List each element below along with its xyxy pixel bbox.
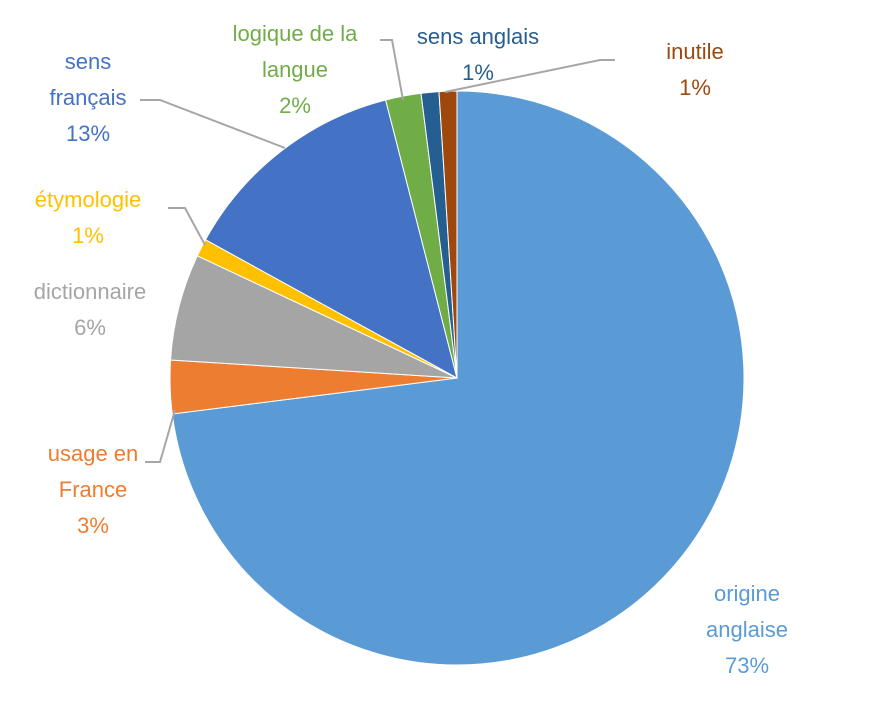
slice-label: inutile 1% (595, 34, 795, 106)
value-label: 1% (462, 60, 494, 85)
pie-slice (204, 99, 458, 379)
slice-label: sens anglais 1% (378, 19, 578, 91)
leader-line (140, 99, 286, 149)
category-label: logique de la langue (232, 21, 358, 82)
value-label: 73% (724, 653, 770, 678)
slice-label: logique de la langue 2% (220, 16, 370, 124)
leader-line (168, 207, 206, 246)
value-label: 2% (279, 93, 311, 118)
leader-line (444, 59, 615, 93)
value-label: 1% (72, 223, 104, 248)
slice-label: origine anglaise 73% (687, 576, 807, 684)
category-label: sens français (49, 49, 127, 110)
leader-line (380, 39, 404, 101)
slice-label: étymologie 1% (0, 182, 188, 254)
category-label: sens anglais (416, 24, 540, 49)
category-label: étymologie (34, 187, 142, 212)
value-label: 1% (679, 75, 711, 100)
slice-label: usage en France 3% (38, 436, 148, 544)
value-label: 13% (65, 121, 111, 146)
value-label: 3% (77, 513, 109, 538)
category-label: origine anglaise (706, 581, 788, 642)
category-label: usage en France (47, 441, 139, 502)
slice-label: dictionnaire 6% (0, 274, 190, 346)
value-label: 6% (74, 315, 106, 340)
slice-label: sens français 13% (33, 44, 143, 152)
leader-line (145, 409, 176, 463)
category-label: inutile (666, 39, 724, 64)
category-label: dictionnaire (33, 279, 147, 304)
pie-slice (171, 90, 745, 666)
